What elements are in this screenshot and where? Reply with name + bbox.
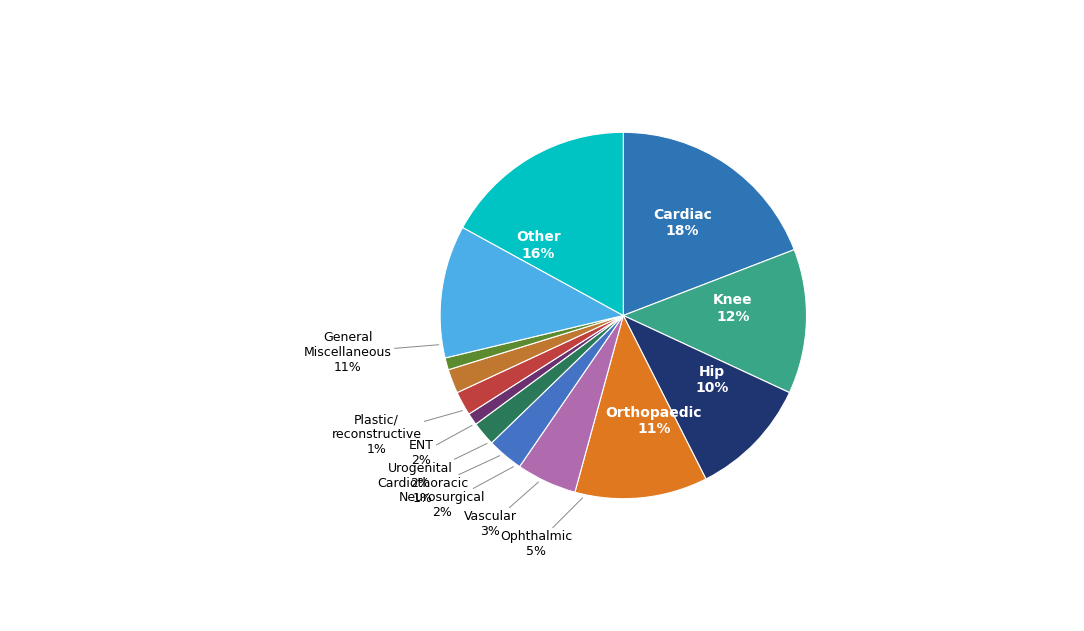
Wedge shape xyxy=(519,316,623,492)
Wedge shape xyxy=(492,316,623,466)
Wedge shape xyxy=(476,316,623,443)
Wedge shape xyxy=(623,250,806,392)
Text: Orthopaedic
11%: Orthopaedic 11% xyxy=(606,406,702,436)
Wedge shape xyxy=(446,316,623,370)
Text: Plastic/
reconstructive
1%: Plastic/ reconstructive 1% xyxy=(332,411,463,456)
Text: ENT
2%: ENT 2% xyxy=(409,425,473,468)
Wedge shape xyxy=(575,316,706,498)
Text: Neurosurgical
2%: Neurosurgical 2% xyxy=(399,467,514,519)
Text: Cardiac
18%: Cardiac 18% xyxy=(653,208,711,238)
Text: Vascular
3%: Vascular 3% xyxy=(464,482,539,538)
Text: General
Miscellaneous
11%: General Miscellaneous 11% xyxy=(304,331,439,374)
Wedge shape xyxy=(457,316,623,414)
Wedge shape xyxy=(463,133,623,316)
Wedge shape xyxy=(623,133,795,316)
Wedge shape xyxy=(440,227,623,358)
Text: Other
16%: Other 16% xyxy=(516,230,562,261)
Wedge shape xyxy=(623,316,789,479)
Text: Urogenital
2%: Urogenital 2% xyxy=(387,444,487,490)
Text: Hip
10%: Hip 10% xyxy=(696,365,728,395)
Text: Ophthalmic
5%: Ophthalmic 5% xyxy=(500,498,582,558)
Text: Knee
12%: Knee 12% xyxy=(713,293,752,324)
Wedge shape xyxy=(469,316,623,424)
Wedge shape xyxy=(449,316,623,392)
Text: Cardiothoracic
1%: Cardiothoracic 1% xyxy=(377,456,500,505)
